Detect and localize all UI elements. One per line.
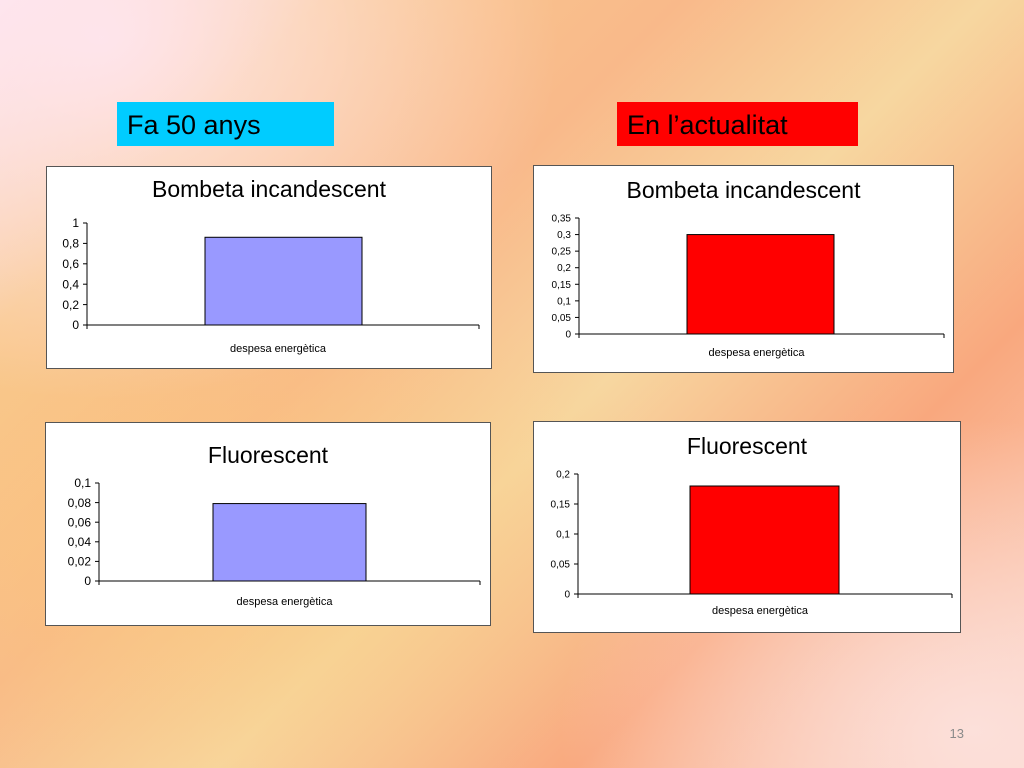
chart-svg: Bombeta incandescent 0 0,05 0,1 0,15 0,2 0,25 0…: [552, 177, 945, 359]
chart-incandescent-present: Bombeta incandescent 0 0,05 0,1 0,15 0,2 0,25 0…: [533, 165, 954, 373]
x-category-label: despesa energètica: [236, 596, 333, 608]
y-tick-label: 0: [72, 318, 79, 332]
y-tick-label: 0: [564, 590, 570, 601]
x-category-label: despesa energètica: [230, 343, 327, 355]
chart-incandescent-past: Bombeta incandescent 0 0,2 0,4 0,6 0,8 1 despes…: [46, 166, 492, 369]
bar: [204, 236, 363, 326]
label-en-lactualitat: En l’actualitat: [617, 102, 858, 146]
chart-title: Fluorescent: [208, 442, 329, 468]
page-number: 13: [949, 726, 964, 741]
y-tick-label: 0,08: [68, 496, 92, 510]
y-tick-label: 0,15: [552, 280, 572, 291]
y-tick-label: 0,6: [62, 257, 79, 271]
y-tick-label: 0,04: [68, 535, 92, 549]
y-tick-label: 1: [72, 216, 79, 230]
y-tick-label: 0,25: [552, 247, 572, 258]
x-category-label: despesa energètica: [712, 605, 809, 617]
y-tick-label: 0,35: [552, 214, 572, 225]
y-tick-label: 0,3: [557, 230, 571, 241]
y-tick-label: 0,2: [62, 298, 79, 312]
y-tick-label: 0,15: [551, 500, 571, 511]
y-tick-label: 0,05: [552, 313, 572, 324]
bar: [689, 485, 840, 595]
chart-svg: Bombeta incandescent 0 0,2 0,4 0,6 0,8 1 despes…: [62, 176, 480, 355]
bar: [686, 234, 835, 335]
y-tick-label: 0: [565, 330, 571, 341]
y-tick-label: 0,1: [74, 476, 91, 490]
chart-title: Fluorescent: [687, 433, 808, 459]
bar: [212, 503, 367, 582]
chart-svg: Fluorescent 0 0,02 0,04 0,06 0,08 0,1 despesa e…: [68, 442, 481, 608]
chart-title: Bombeta incandescent: [627, 177, 862, 203]
chart-svg: Fluorescent 0 0,05 0,1 0,15 0,2 despesa energè…: [551, 433, 953, 617]
y-tick-label: 0,02: [68, 555, 92, 569]
y-tick-label: 0,8: [62, 237, 79, 251]
chart-fluorescent-present: Fluorescent 0 0,05 0,1 0,15 0,2 despesa energè…: [533, 421, 961, 633]
y-tick-label: 0,2: [557, 263, 571, 274]
y-tick-label: 0,05: [551, 560, 571, 571]
y-tick-label: 0,06: [68, 515, 92, 529]
y-tick-label: 0,1: [557, 296, 571, 307]
x-category-label: despesa energètica: [708, 347, 805, 359]
chart-title: Bombeta incandescent: [152, 176, 387, 202]
y-tick-label: 0,1: [556, 530, 570, 541]
chart-fluorescent-past: Fluorescent 0 0,02 0,04 0,06 0,08 0,1 despesa e…: [45, 422, 491, 626]
y-tick-label: 0,2: [556, 470, 570, 481]
y-tick-label: 0,4: [62, 277, 79, 291]
label-fa-50-anys: Fa 50 anys: [117, 102, 334, 146]
y-tick-label: 0: [84, 574, 91, 588]
